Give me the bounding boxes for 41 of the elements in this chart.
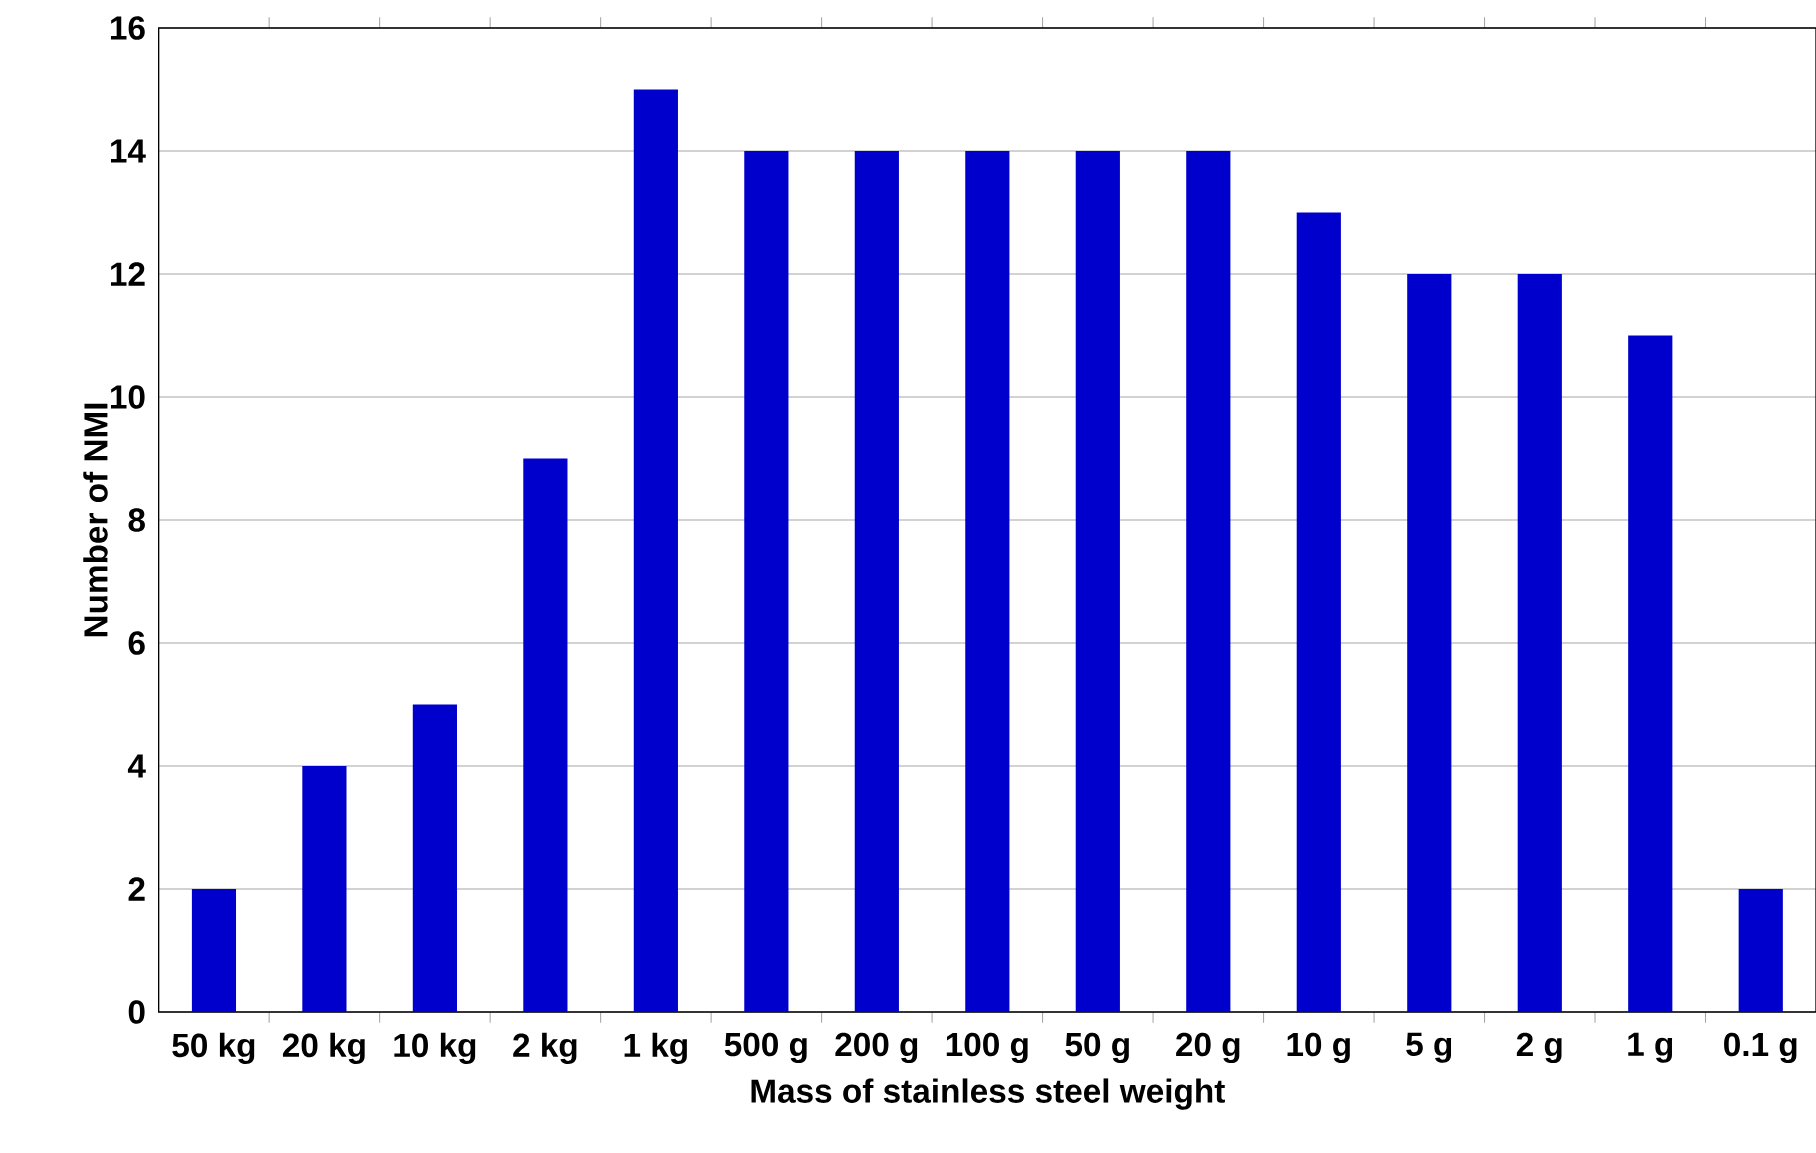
- bar: [854, 150, 899, 1012]
- x-tick-label: 1 kg: [624, 1032, 687, 1064]
- bar: [523, 458, 568, 1012]
- y-tick-label: 10: [110, 385, 145, 409]
- bar: [302, 765, 347, 1012]
- y-tick-label: 14: [110, 139, 146, 163]
- bar: [412, 704, 457, 1012]
- bar: [633, 89, 678, 1012]
- x-axis-title: Mass of stainless steel weight: [751, 1078, 1225, 1110]
- bar: [965, 150, 1010, 1012]
- x-tick-label: 10 g: [1287, 1032, 1350, 1063]
- y-axis-title: Number of NMI: [83, 403, 108, 637]
- x-tick-label: 20 g: [1176, 1032, 1240, 1063]
- bar: [1517, 273, 1562, 1012]
- x-tick-label: 20 kg: [282, 1032, 365, 1064]
- x-tick-label: 1 g: [1628, 1032, 1673, 1063]
- y-tick-label: 16: [110, 16, 145, 40]
- x-tick-label: 100 g: [946, 1032, 1028, 1063]
- y-tick-label: 6: [128, 631, 145, 655]
- x-tick-label: 10 kg: [394, 1032, 476, 1064]
- bar: [744, 150, 789, 1012]
- bar: [1407, 273, 1452, 1012]
- x-tick-label: 50 g: [1065, 1032, 1129, 1063]
- y-tick-label: 2: [128, 877, 145, 901]
- bar: [1738, 888, 1783, 1012]
- y-tick-label: 8: [128, 508, 145, 532]
- x-tick-label: 500 g: [724, 1032, 807, 1063]
- x-tick-label: 200 g: [835, 1032, 918, 1063]
- x-tick-label: 50 kg: [172, 1032, 255, 1064]
- y-tick-label: 4: [127, 754, 146, 778]
- bar: [1628, 335, 1673, 1012]
- bar: [1296, 212, 1341, 1012]
- y-tick-label: 0: [128, 1000, 145, 1024]
- x-tick-label: 2 kg: [513, 1032, 577, 1064]
- x-tick-label: 5 g: [1406, 1032, 1452, 1063]
- x-tick-label: 2 g: [1516, 1032, 1562, 1063]
- x-tick-label: 0.1 g: [1724, 1032, 1797, 1063]
- bar: [191, 888, 237, 1012]
- y-tick-label: 12: [110, 262, 145, 286]
- bar: [1075, 150, 1120, 1012]
- bar: [1186, 150, 1231, 1012]
